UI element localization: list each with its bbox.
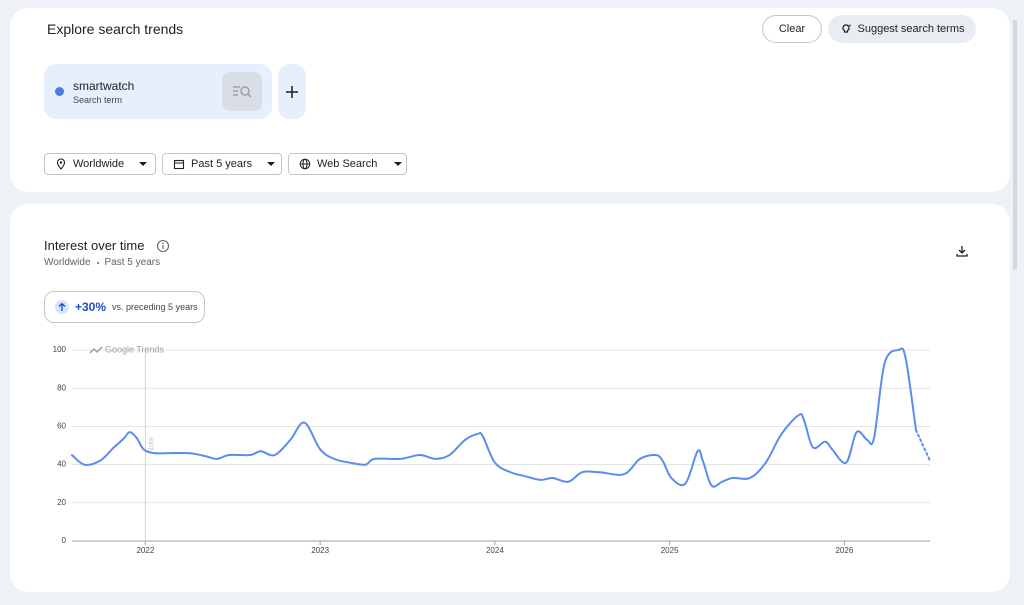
clear-button[interactable]: Clear (762, 15, 822, 43)
separator-dot (96, 261, 99, 264)
page-title: Explore search trends (47, 21, 184, 37)
y-tick-label: 80 (57, 383, 66, 392)
filter-label: Worldwide (73, 158, 125, 170)
watermark: Google Trends (105, 344, 165, 354)
scrollbar[interactable] (1013, 20, 1017, 270)
plus-icon (286, 86, 298, 98)
dropdown-icon (394, 162, 403, 166)
download-icon[interactable] (955, 244, 969, 258)
filter-label: Past 5 years (191, 158, 253, 170)
trend-line (915, 429, 931, 462)
add-term-button[interactable] (278, 64, 306, 119)
term-label: Search term (73, 95, 123, 105)
subtitle-time: Past 5 years (104, 257, 161, 268)
term-search-button[interactable] (222, 72, 262, 111)
time-filter[interactable]: Past 5 years (162, 153, 282, 175)
change-pill: +30% vs. preceding 5 years (44, 291, 205, 323)
y-tick-label: 20 (57, 498, 66, 507)
y-tick-label: 60 (57, 422, 66, 431)
term-dot (55, 87, 64, 96)
calendar-icon (173, 159, 185, 170)
filter-label: Web Search (317, 158, 378, 170)
up-arrow-icon (55, 300, 69, 314)
x-tick-label: 2022 (136, 546, 154, 555)
info-icon[interactable] (156, 239, 170, 253)
pin-icon (56, 158, 66, 170)
search-icon (233, 86, 252, 98)
suggest-button[interactable]: Suggest search terms (828, 15, 976, 43)
y-tick-label: 40 (57, 460, 66, 469)
term-text: smartwatch (73, 79, 135, 93)
subtitle-region: Worldwide (44, 257, 91, 268)
suggest-icon (841, 24, 851, 33)
change-note: vs. preceding 5 years (112, 302, 198, 312)
x-tick-label: 2026 (835, 546, 853, 555)
dropdown-icon (139, 162, 148, 166)
panel-subtitle: Worldwide Past 5 years (44, 257, 160, 268)
dropdown-icon (267, 162, 276, 166)
x-tick-label: 2023 (311, 546, 329, 555)
x-tick-label: 2024 (486, 546, 504, 555)
watermark-icon (89, 346, 103, 354)
y-tick-label: 100 (53, 345, 67, 354)
globe-icon (299, 158, 311, 170)
location-filter[interactable]: Worldwide (44, 153, 156, 175)
note-label: Note (147, 436, 156, 453)
y-tick-label: 0 (62, 536, 67, 545)
property-filter[interactable]: Web Search (288, 153, 407, 175)
change-value: +30% (75, 300, 107, 314)
panel-title: Interest over time (44, 238, 145, 253)
chart-card (10, 204, 1010, 592)
trend-line (71, 347, 918, 488)
x-tick-label: 2025 (661, 546, 679, 555)
suggest-label: Suggest search terms (857, 23, 965, 35)
